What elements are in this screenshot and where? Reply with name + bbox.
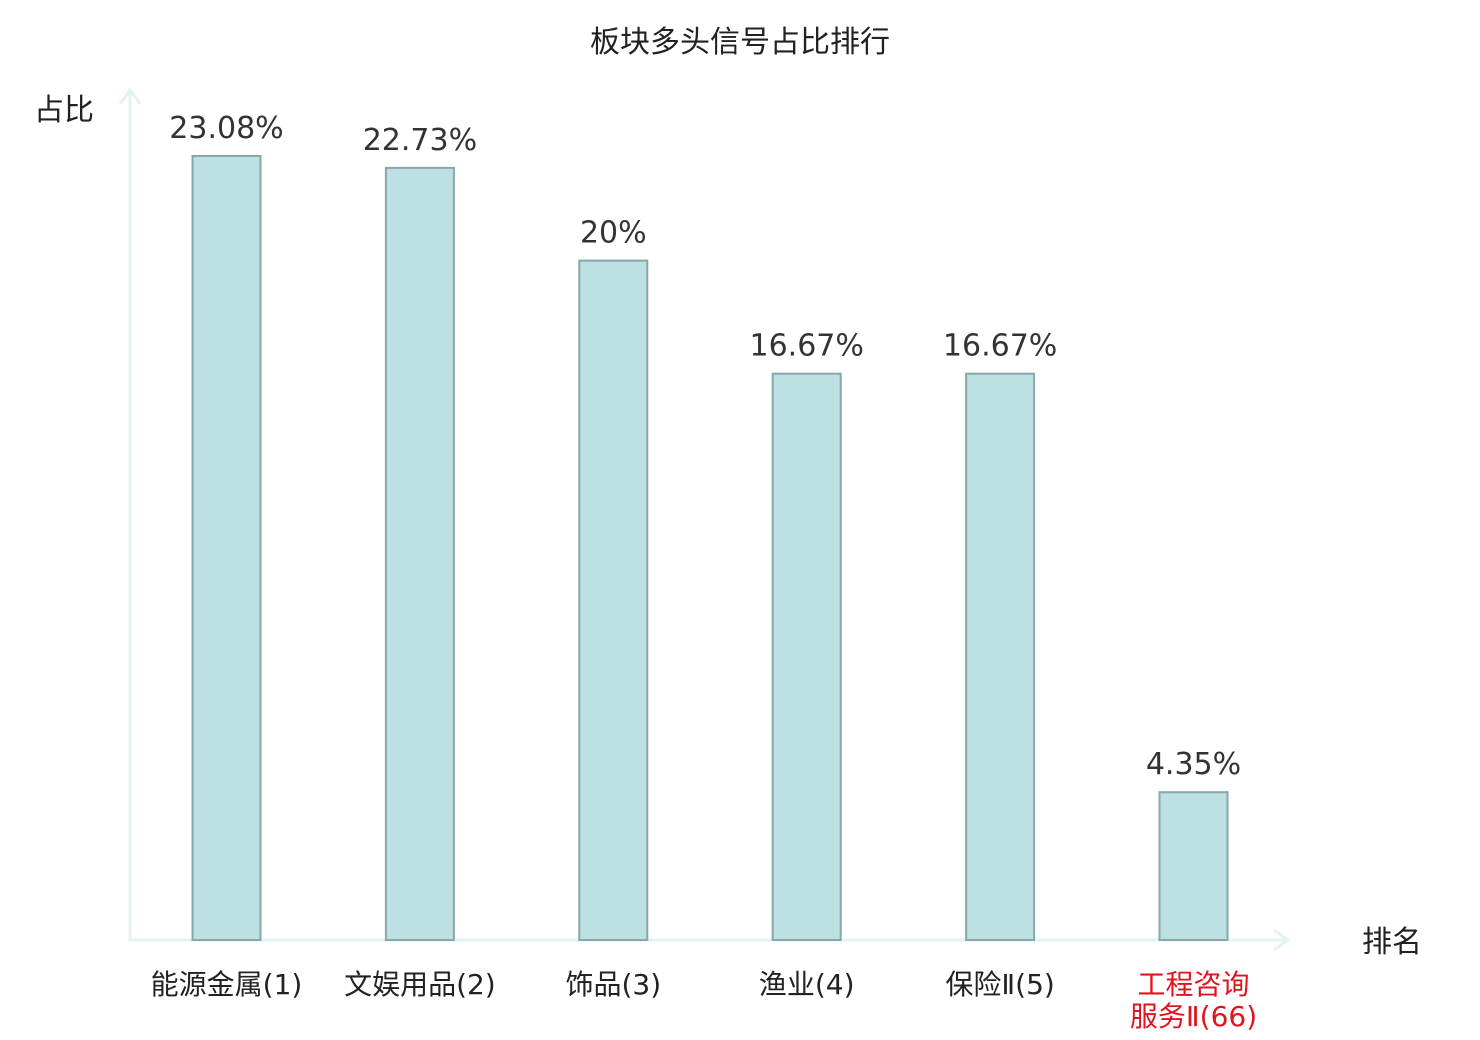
- category-label-4: 渔业(4): [759, 968, 855, 1001]
- bar-3: [578, 259, 649, 942]
- x-axis-label: 排名: [1362, 925, 1422, 960]
- category-label-3: 饰品(3): [565, 968, 661, 1001]
- category-label-2: 文娱用品(2): [344, 968, 496, 1001]
- bar-5: [965, 372, 1036, 941]
- chart-title: 板块多头信号占比排行: [590, 25, 890, 60]
- bar-4: [771, 372, 842, 941]
- category-labels-group: 能源金属(1) 文娱用品(2) 饰品(3) 渔业(4) 保险Ⅱ(5) 工程咨询服务Ⅱ(66…: [151, 968, 1257, 1033]
- value-label-4: 16.67%: [750, 329, 864, 364]
- x-axis-arrow: [1273, 928, 1291, 952]
- category-label-6-line-2: 服务Ⅱ(66): [1130, 1000, 1257, 1033]
- category-label-6-line-1: 工程咨询: [1137, 968, 1249, 1001]
- category-label-5: 保险Ⅱ(5): [945, 968, 1054, 1001]
- category-label-1: 能源金属(1): [151, 968, 303, 1001]
- bars-group: [191, 155, 1229, 942]
- value-label-6: 4.35%: [1146, 747, 1241, 782]
- value-label-5: 16.67%: [943, 329, 1057, 364]
- bar-1: [191, 155, 262, 941]
- y-axis-label: 占比: [34, 93, 94, 128]
- value-label-3: 20%: [580, 216, 647, 251]
- bar-2: [384, 166, 455, 941]
- value-label-2: 22.73%: [363, 123, 477, 158]
- y-axis-arrow: [118, 87, 142, 105]
- value-labels-group: 23.08% 22.73% 20% 16.67% 16.67% 4.35%: [169, 111, 1241, 782]
- value-label-1: 23.08%: [169, 111, 283, 146]
- bar-6: [1158, 791, 1229, 942]
